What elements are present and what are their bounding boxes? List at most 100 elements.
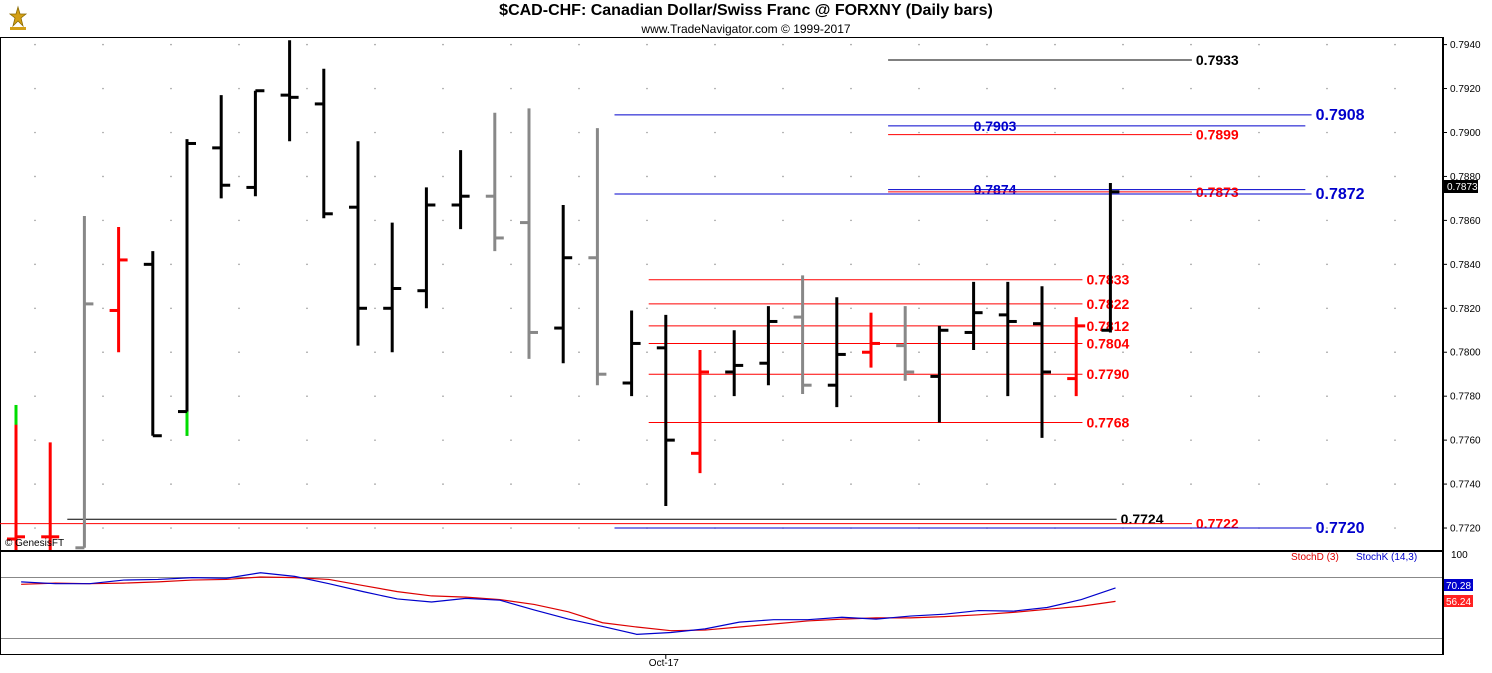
- grid-dot: [34, 43, 36, 46]
- grid-dot: [442, 351, 444, 354]
- grid-dot: [578, 527, 580, 529]
- grid-dot: [850, 307, 852, 310]
- grid-dot: [238, 527, 240, 529]
- price-level-label: 0.7874: [974, 182, 1017, 198]
- stoch-k-last-value: 70.28: [1446, 581, 1471, 592]
- grid-dot: [34, 395, 36, 397]
- grid-dot: [374, 395, 376, 397]
- grid-dot: [102, 439, 104, 441]
- grid-dot: [102, 483, 104, 485]
- y-tick-label: 0.7760: [1450, 436, 1481, 447]
- grid-dot: [170, 395, 172, 397]
- price-panel-frame: [0, 37, 1443, 551]
- grid-dot: [374, 307, 376, 310]
- price-level-label: 0.7908: [1316, 107, 1365, 124]
- grid-dot: [1190, 131, 1192, 134]
- price-level-label: 0.7899: [1196, 127, 1239, 143]
- last-price-label: 0.7873: [1447, 182, 1478, 193]
- grid-dot: [442, 131, 444, 134]
- grid-dot: [1394, 483, 1396, 485]
- grid-dot: [1054, 175, 1056, 178]
- price-level-label: 0.7790: [1086, 366, 1129, 382]
- grid-dot: [578, 43, 580, 46]
- grid-dot: [1394, 131, 1396, 134]
- grid-dot: [918, 307, 920, 310]
- grid-dot: [646, 483, 648, 485]
- grid-dot: [986, 395, 988, 397]
- grid-dot: [578, 219, 580, 222]
- stoch-line: [21, 576, 1116, 632]
- grid-dot: [306, 307, 308, 310]
- grid-dot: [1190, 43, 1192, 46]
- grid-dot: [170, 439, 172, 441]
- grid-dot: [442, 527, 444, 529]
- grid-dot: [578, 395, 580, 397]
- chart-title: $CAD-CHF: Canadian Dollar/Swiss Franc @ …: [499, 2, 993, 19]
- grid-dot: [238, 395, 240, 397]
- grid-dot: [238, 307, 240, 310]
- grid-dot: [442, 439, 444, 441]
- grid-dot: [714, 219, 716, 222]
- grid-dot: [782, 43, 784, 46]
- grid-dot: [986, 439, 988, 441]
- grid-dot: [850, 175, 852, 178]
- grid-dot: [1122, 395, 1124, 397]
- stoch-d-last-marker: 56.24: [1444, 595, 1473, 608]
- grid-dot: [1326, 43, 1328, 46]
- stochastic-lines: [21, 572, 1116, 635]
- price-level-label: 0.7903: [974, 118, 1017, 134]
- grid-dot: [442, 43, 444, 46]
- grid-dot: [646, 263, 648, 266]
- grid-dot: [1122, 351, 1124, 354]
- grid-dot: [510, 175, 512, 178]
- stoch-k-legend: StochK (14,3): [1356, 552, 1417, 563]
- grid-dot: [374, 175, 376, 178]
- grid-dot: [1054, 43, 1056, 46]
- grid-dot: [1394, 351, 1396, 354]
- grid-dot: [1326, 395, 1328, 397]
- stoch-d-legend: StochD (3): [1291, 552, 1339, 563]
- grid-dot: [918, 483, 920, 485]
- grid-dot: [1258, 87, 1260, 90]
- grid-dot: [238, 43, 240, 46]
- x-tick-label: Oct-17: [649, 658, 679, 669]
- grid-dot: [306, 395, 308, 397]
- grid-dot: [782, 263, 784, 266]
- grid-dot: [1054, 351, 1056, 354]
- grid-dot: [578, 175, 580, 178]
- grid-dot: [782, 87, 784, 90]
- grid-dot: [306, 131, 308, 134]
- grid-dot: [714, 395, 716, 397]
- grid-dot: [986, 87, 988, 90]
- grid-dot: [850, 219, 852, 222]
- grid-dot: [34, 263, 36, 266]
- stoch-line: [21, 572, 1116, 635]
- grid-dot: [1326, 307, 1328, 310]
- grid-dot: [850, 395, 852, 397]
- grid-dot: [510, 87, 512, 90]
- grid-dot: [510, 219, 512, 222]
- grid-dot: [646, 43, 648, 46]
- grid-dot: [1190, 219, 1192, 222]
- y-tick-label: 0.7860: [1450, 216, 1481, 227]
- grid-dot: [34, 219, 36, 222]
- grid-dot: [238, 175, 240, 178]
- price-level-label: 0.7804: [1086, 335, 1129, 351]
- grid-dot: [238, 351, 240, 354]
- grid-dot: [34, 439, 36, 441]
- grid-dot: [170, 307, 172, 310]
- y-tick-label: 0.7720: [1450, 524, 1481, 535]
- price-level-label: 0.7812: [1086, 318, 1129, 334]
- grid-dot: [578, 483, 580, 485]
- grid-dot: [918, 43, 920, 46]
- grid-dot: [1122, 131, 1124, 134]
- grid-dot: [1054, 439, 1056, 441]
- grid-dot: [1054, 307, 1056, 310]
- price-level-label: 0.7933: [1196, 52, 1239, 68]
- grid-dot: [1122, 307, 1124, 310]
- grid-dot: [1394, 395, 1396, 397]
- grid-dot: [850, 351, 852, 354]
- grid-dot: [1122, 219, 1124, 222]
- grid-dot: [170, 483, 172, 485]
- grid-dot: [170, 43, 172, 46]
